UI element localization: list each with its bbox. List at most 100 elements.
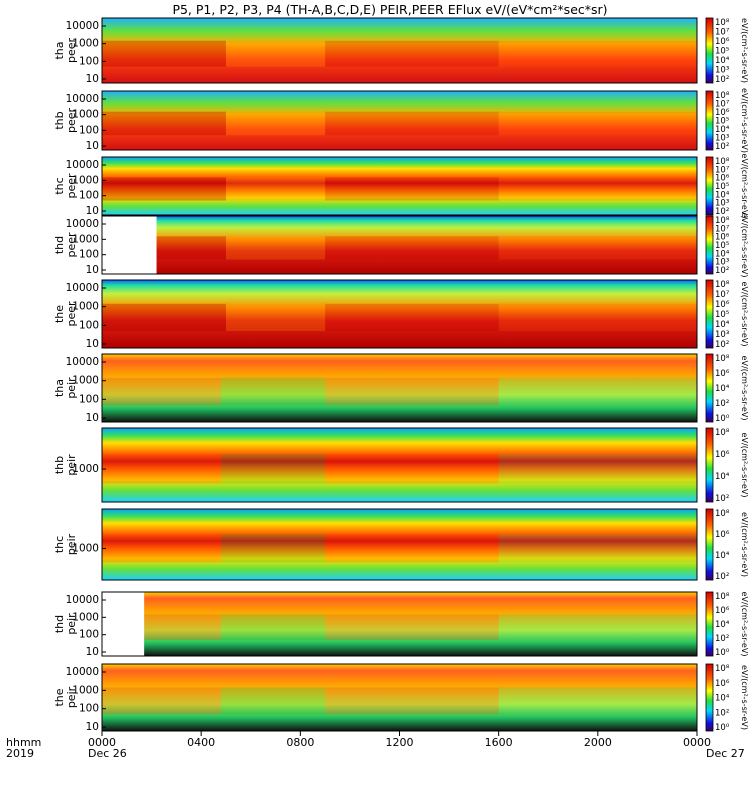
spectrogram-segment — [225, 303, 326, 331]
y-tick-label: 100 — [79, 703, 99, 715]
colorbar-unit-label: eV/(cm²-s-sr-eV) — [740, 512, 749, 577]
footer-year-label: 2019 — [6, 747, 34, 760]
spectrogram-segment — [325, 614, 499, 640]
spectrogram-panels: tha peer1000010001001010⁸10⁷10⁶10⁵10⁴10³1… — [53, 17, 749, 733]
figure-title: P5, P1, P2, P3, P4 (TH-A,B,C,D,E) PEIR,P… — [172, 2, 607, 17]
y-tick-label: 1000 — [72, 611, 99, 623]
panel-frame — [101, 353, 698, 423]
colorbar — [705, 156, 714, 216]
spectrogram-segment — [325, 111, 499, 136]
colorbar-tick-label: 10⁷ — [715, 28, 730, 38]
panel-frame — [101, 90, 698, 151]
colorbar-tick-label: 10⁰ — [715, 414, 730, 424]
colorbar-tick-label: 10⁸ — [715, 509, 730, 519]
y-tick-label: 10 — [86, 205, 99, 217]
colorbar-tick-label: 10⁸ — [715, 354, 730, 364]
colorbar-unit-label: eV/(cm²-s-sr-eV) — [740, 433, 749, 498]
spectrogram-fill — [102, 354, 697, 422]
time-axis: 0000 0400 0800 1200 1600 2000 0000 — [88, 731, 711, 749]
panel-probe-label: thc — [53, 177, 66, 194]
x-tick-label: 0400 — [187, 736, 215, 749]
y-tick-label: 100 — [79, 55, 99, 67]
x-tick-label: 0800 — [286, 736, 314, 749]
colorbar — [705, 663, 714, 732]
colorbar-tick-label: 10² — [715, 494, 729, 504]
spectrogram-segment — [325, 236, 499, 260]
y-tick-label: 10000 — [66, 159, 99, 171]
spectrogram-segment — [498, 453, 697, 484]
colorbar-tick-label: 10² — [715, 266, 729, 276]
data-gap — [102, 592, 145, 656]
panel-the-peir: the peir 10000 1000 100 10 10⁸ 10⁶ 10⁴ 10² 10⁰ eV/(… — [53, 663, 749, 733]
colorbar-tick-label: 10² — [715, 399, 729, 409]
spectrogram-segment — [498, 614, 697, 640]
colorbar-tick-label: 10⁶ — [715, 37, 730, 47]
y-tick-label: 10000 — [66, 666, 99, 678]
panel-frame — [101, 17, 698, 84]
spectrogram-segment — [325, 377, 499, 405]
data-gap — [102, 216, 157, 274]
spectrogram-segment — [498, 236, 697, 260]
spectrogram-fill — [102, 280, 697, 348]
spectrogram-segment — [498, 533, 697, 563]
spectrogram-segment — [225, 177, 326, 201]
colorbar — [705, 17, 714, 84]
colorbar-tick-label: 10⁷ — [715, 165, 730, 175]
y-tick-label: 1000 — [72, 301, 99, 313]
footer-date-end: Dec 27 — [706, 747, 745, 760]
y-tick-label: 10 — [86, 264, 99, 276]
spectrogram-segment — [102, 111, 226, 136]
y-tick-label: 10 — [86, 338, 99, 350]
spectrogram-segment — [498, 40, 697, 67]
panel-probe-label: thc — [53, 536, 66, 553]
colorbar-tick-label: 10⁸ — [715, 280, 730, 290]
panel-probe-label: thb — [53, 111, 66, 129]
colorbar-tick-label: 10⁴ — [715, 472, 730, 482]
colorbar-unit-label: eV/(cm²-s-sr-eV) — [740, 18, 749, 83]
spectrogram-segment — [102, 40, 226, 67]
colorbar-tick-label: 10⁸ — [715, 157, 730, 167]
spectrogram-segment — [221, 453, 326, 484]
spectrogram-fill — [102, 592, 697, 656]
colorbar-tick-label: 10² — [715, 572, 729, 582]
y-tick-label: 1000 — [72, 174, 99, 186]
colorbar-tick-label: 10⁶ — [715, 679, 730, 689]
panel-tha-peir: tha peir 10000 1000 100 10 10⁸ 10⁶ 10⁴ 10² 10⁰ eV/(… — [53, 353, 749, 424]
panel-species-label: peer — [65, 173, 78, 199]
y-tick-label: 10 — [86, 412, 99, 424]
colorbar-tick-label: 10⁵ — [715, 117, 729, 127]
colorbar-tick-label: 10⁴ — [715, 384, 730, 394]
colorbar-tick-label: 10³ — [715, 134, 729, 144]
panel-frame — [101, 508, 698, 581]
spectrogram-segment — [225, 111, 326, 136]
colorbar-tick-label: 10⁶ — [715, 606, 730, 616]
spectrogram-fill — [102, 216, 697, 274]
colorbar-tick-label: 10³ — [715, 258, 729, 268]
spectrogram-segment — [221, 614, 326, 640]
y-tick-label: 1000 — [72, 684, 99, 696]
colorbar-tick-label: 10⁴ — [715, 551, 730, 561]
colorbar-unit-label: eV/(cm²-s-sr-eV) — [740, 592, 749, 657]
spectrogram-fill — [102, 18, 697, 83]
colorbar — [705, 279, 714, 349]
panel-probe-label: thd — [53, 615, 66, 633]
y-tick-label: 10000 — [66, 20, 99, 32]
colorbar-tick-label: 10⁶ — [715, 530, 730, 540]
colorbar — [705, 353, 714, 423]
y-tick-label: 10 — [86, 140, 99, 152]
colorbar-tick-label: 10⁵ — [715, 182, 729, 192]
spectrogram-segment — [498, 377, 697, 405]
colorbar-tick-label: 10⁵ — [715, 47, 729, 57]
colorbar-tick-label: 10² — [715, 340, 729, 350]
colorbar-tick-label: 10³ — [715, 199, 729, 209]
panel-species-label: peir — [65, 686, 78, 708]
panel-the-peer: the peer 10000 1000 100 10 10⁸10⁷10⁶10⁵10⁴10³1… — [53, 279, 749, 350]
panel-species-label: peer — [65, 38, 78, 64]
spectrogram-segment — [102, 533, 221, 563]
panel-frame — [101, 215, 698, 275]
spectrogram-segment — [498, 111, 697, 136]
colorbar-tick-label: 10⁴ — [715, 56, 730, 66]
y-tick-label: 100 — [79, 124, 99, 136]
spectrogram-fill — [102, 91, 697, 150]
